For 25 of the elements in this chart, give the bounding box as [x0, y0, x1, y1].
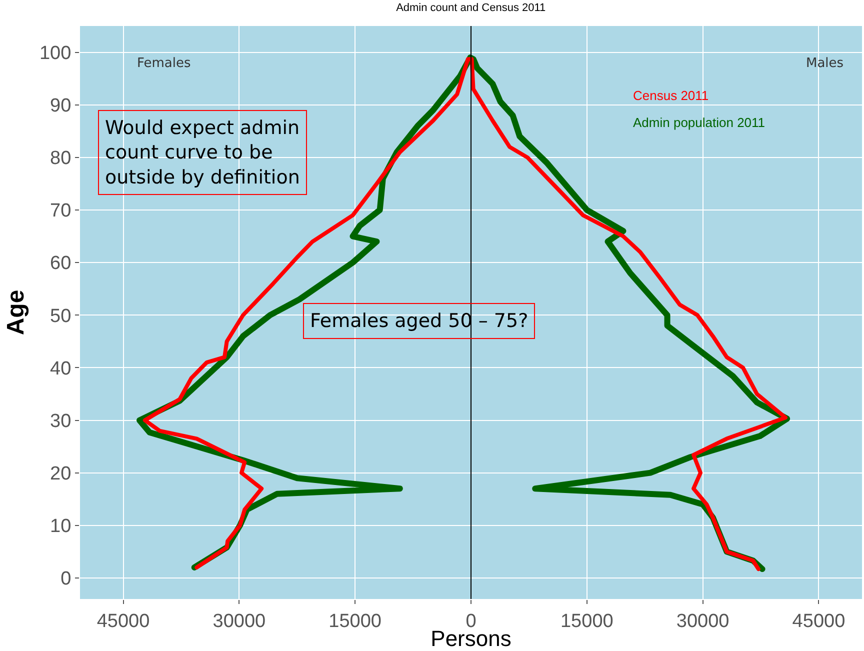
y-tick-label: 80 — [50, 148, 72, 170]
y-tick-label: 20 — [50, 463, 72, 484]
y-tick-label: 60 — [50, 253, 72, 274]
y-tick-label: 30 — [50, 410, 72, 432]
y-tick-label: 70 — [50, 200, 72, 222]
x-tick-label: 45000 — [792, 610, 846, 632]
annotation: Females aged 50 – 75? — [310, 310, 528, 332]
y-tick-label: 0 — [60, 568, 72, 590]
x-tick-label: 15000 — [328, 610, 382, 632]
x-tick-label: 45000 — [96, 610, 150, 632]
text: Census 2011 — [633, 88, 709, 103]
y-tick-label: 40 — [50, 358, 72, 380]
y-tick-label: 10 — [50, 516, 72, 538]
y-axis-title: Age — [2, 290, 30, 336]
x-tick-label: 30000 — [212, 610, 266, 632]
annotation: Females — [137, 56, 192, 71]
annotation: Males — [806, 56, 844, 71]
y-tick-label: 50 — [50, 306, 72, 327]
x-tick-label: 30000 — [676, 610, 730, 632]
x-tick-label: 15000 — [560, 610, 614, 632]
y-tick-label: 90 — [50, 96, 72, 116]
y-tick-label: 100 — [39, 42, 72, 64]
annotation: Would expect admin count curve to be outside by definition — [105, 117, 300, 188]
text: Admin population 2011 — [633, 115, 766, 130]
chart-title: Admin count and Census 2011 — [396, 2, 546, 14]
